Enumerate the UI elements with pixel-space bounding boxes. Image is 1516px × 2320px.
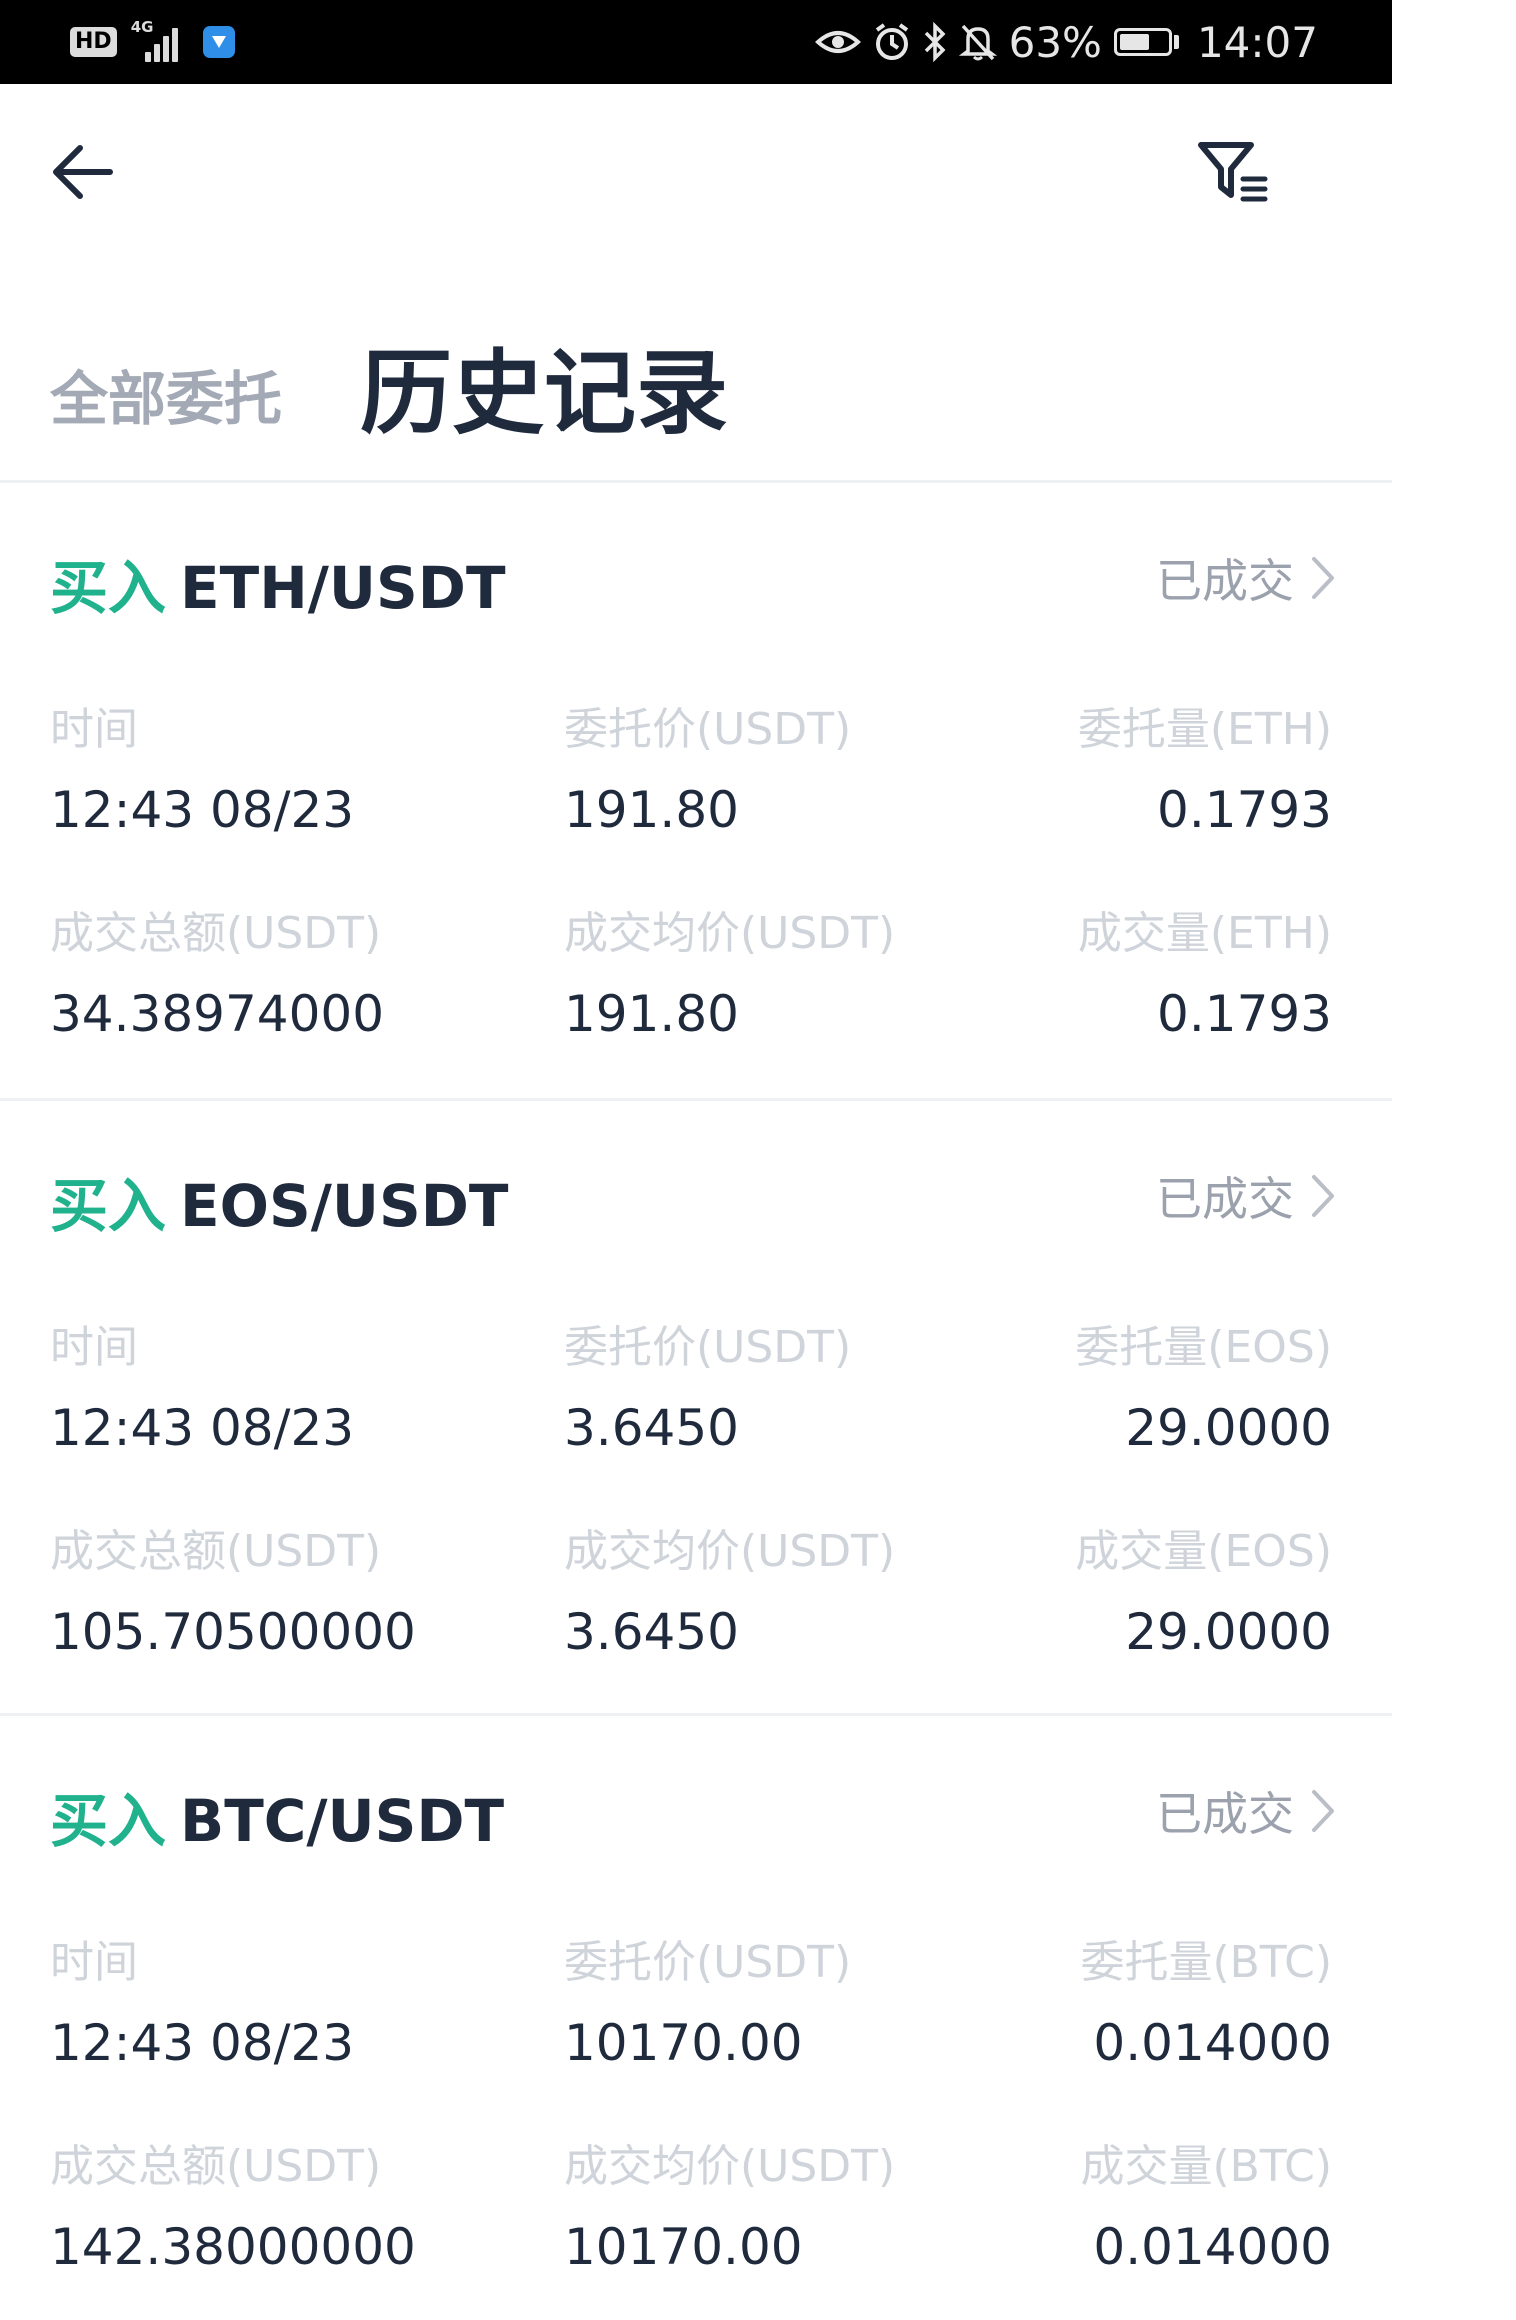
order-amount-value: 0.014000 (1093, 2014, 1332, 2072)
chevron-right-icon (1312, 557, 1334, 599)
order-detail-grid: 时间 委托价(USDT) 委托量(EOS) 12:43 08/23 3.6450… (50, 1101, 1332, 1713)
order-header: 买入 BTC/USDT (50, 1774, 504, 1858)
right-margin (1392, 0, 1516, 2320)
time-label: 时间 (50, 704, 138, 755)
order-amount-value: 0.1793 (1157, 781, 1332, 839)
total-label: 成交总额(USDT) (50, 908, 382, 959)
order-divider (0, 1098, 1392, 1101)
total-label: 成交总额(USDT) (50, 1526, 382, 1577)
order-card[interactable]: 买入 ETH/USDT 已成交 时间 委托价(USDT) 委托量(ETH) 12… (0, 483, 1392, 1095)
total-value: 105.70500000 (50, 1603, 416, 1661)
time-value: 12:43 08/23 (50, 2014, 355, 2072)
order-status-link[interactable]: 已成交 (1156, 1163, 1336, 1229)
order-price-value: 3.6450 (564, 1399, 739, 1457)
filter-button[interactable] (1192, 130, 1274, 212)
order-amount-value: 29.0000 (1125, 1399, 1332, 1457)
time-value: 12:43 08/23 (50, 1399, 355, 1457)
order-side-label: 买入 (50, 1787, 167, 1855)
filled-value: 0.1793 (1157, 985, 1332, 1043)
eye-icon (814, 26, 861, 58)
order-pair-label: EOS/USDT (180, 1172, 509, 1240)
order-amount-label: 委托量(BTC) (1080, 1937, 1332, 1988)
order-pair-label: ETH/USDT (180, 554, 506, 622)
signal-icon: 4G (130, 18, 189, 62)
order-card[interactable]: 买入 EOS/USDT 已成交 时间 委托价(USDT) 委托量(EOS) 12… (0, 1101, 1392, 1713)
avg-price-value: 10170.00 (564, 2218, 803, 2276)
back-button[interactable] (44, 134, 120, 210)
network-type-label: 4G (130, 18, 154, 36)
filled-label: 成交量(EOS) (1075, 1526, 1332, 1577)
avg-price-label: 成交均价(USDT) (564, 2141, 896, 2192)
total-value: 34.38974000 (50, 985, 385, 1043)
time-label: 时间 (50, 1937, 138, 1988)
order-price-label: 委托价(USDT) (564, 1937, 852, 1988)
filled-label: 成交量(ETH) (1077, 908, 1332, 959)
status-bar-right: 63% 14:07 (814, 10, 1318, 74)
status-time: 14:07 (1196, 17, 1318, 67)
status-bar: HD 4G (0, 0, 1392, 84)
tab-all-orders[interactable]: 全部委托 (50, 365, 283, 433)
total-value: 142.38000000 (50, 2218, 416, 2276)
filled-value: 0.014000 (1093, 2218, 1332, 2276)
battery-icon (1113, 28, 1179, 56)
order-price-value: 191.80 (564, 781, 739, 839)
order-price-label: 委托价(USDT) (564, 704, 852, 755)
hd-icon: HD (70, 27, 117, 57)
filled-value: 29.0000 (1125, 1603, 1332, 1661)
time-label: 时间 (50, 1322, 138, 1373)
phone-screen: HD 4G (0, 0, 1392, 2320)
mute-bell-icon (958, 22, 997, 62)
chevron-right-icon (1312, 1790, 1334, 1832)
order-status-text: 已成交 (1156, 1172, 1294, 1226)
total-label: 成交总额(USDT) (50, 2141, 382, 2192)
tab-divider (0, 480, 1392, 483)
order-detail-grid: 时间 委托价(USDT) 委托量(BTC) 12:43 08/23 10170.… (50, 1716, 1332, 2320)
avg-price-label: 成交均价(USDT) (564, 908, 896, 959)
filled-label: 成交量(BTC) (1080, 2141, 1332, 2192)
avg-price-label: 成交均价(USDT) (564, 1526, 896, 1577)
status-bar-left: HD 4G (70, 14, 235, 70)
order-price-value: 10170.00 (564, 2014, 803, 2072)
order-price-label: 委托价(USDT) (564, 1322, 852, 1373)
order-detail-grid: 时间 委托价(USDT) 委托量(ETH) 12:43 08/23 191.80… (50, 483, 1332, 1095)
order-status-link[interactable]: 已成交 (1156, 545, 1336, 611)
time-value: 12:43 08/23 (50, 781, 355, 839)
order-header: 买入 ETH/USDT (50, 541, 506, 625)
order-pair-label: BTC/USDT (180, 1787, 505, 1855)
avg-price-value: 3.6450 (564, 1603, 739, 1661)
order-header: 买入 EOS/USDT (50, 1159, 508, 1243)
order-status-link[interactable]: 已成交 (1156, 1778, 1336, 1844)
order-card[interactable]: 买入 BTC/USDT 已成交 时间 委托价(USDT) 委托量(BTC) 12… (0, 1716, 1392, 2320)
order-side-label: 买入 (50, 1172, 167, 1240)
arrow-left-icon (53, 145, 113, 199)
order-amount-label: 委托量(EOS) (1075, 1322, 1332, 1373)
nav-bar (0, 84, 1392, 260)
filter-icon (1198, 142, 1268, 202)
alarm-icon (873, 22, 911, 62)
order-divider (0, 1713, 1392, 1716)
tab-history[interactable]: 历史记录 (360, 340, 729, 447)
order-side-label: 买入 (50, 554, 167, 622)
app-notification-icon (202, 26, 235, 58)
order-status-text: 已成交 (1156, 1787, 1294, 1841)
chevron-right-icon (1312, 1175, 1334, 1217)
battery-percent: 63% (1008, 17, 1102, 67)
bluetooth-icon (923, 22, 947, 62)
order-status-text: 已成交 (1156, 554, 1294, 608)
tab-bar: 全部委托 历史记录 (50, 320, 728, 440)
avg-price-value: 191.80 (564, 985, 739, 1043)
order-amount-label: 委托量(ETH) (1077, 704, 1332, 755)
